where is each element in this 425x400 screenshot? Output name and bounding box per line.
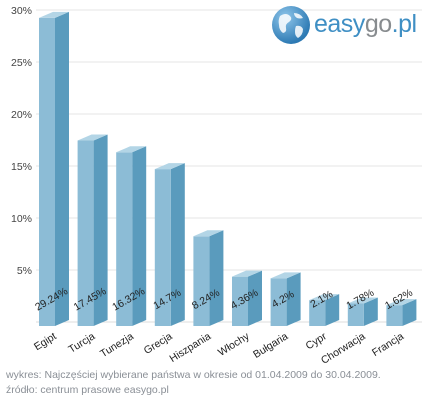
y-tick-label: 20% <box>11 109 32 121</box>
y-tick-label: 30% <box>11 5 32 17</box>
bar-side <box>402 299 417 326</box>
y-tick-label: 15% <box>11 161 32 173</box>
logo-text-easy: easy <box>314 10 365 38</box>
bar-top <box>193 230 224 237</box>
bar[interactable] <box>39 17 55 327</box>
category-label: Włochy <box>216 330 252 359</box>
bar[interactable] <box>232 276 248 326</box>
y-tick-label: 25% <box>11 57 32 69</box>
bar-top <box>154 163 185 170</box>
logo-text-go: go <box>364 10 392 38</box>
bar[interactable] <box>270 278 287 326</box>
bar-side <box>170 163 185 326</box>
bar-side <box>248 270 262 326</box>
footer-source: źródło: centrum prasowe easygo.pl <box>6 384 169 396</box>
y-tick-label: 10% <box>11 213 32 225</box>
category-label: Egipt <box>32 330 59 353</box>
bar-chart: 30%25%20%15%10%5%29.24%Egipt17.45%Turcja… <box>11 5 422 367</box>
bar[interactable] <box>386 305 403 326</box>
bar[interactable] <box>77 140 94 326</box>
bar-side <box>363 297 378 326</box>
category-label: Hiszpania <box>168 330 214 365</box>
category-label: Bułgaria <box>251 330 290 361</box>
bar-top <box>77 134 108 141</box>
category-label: Cypr <box>304 330 330 352</box>
logo-text-tld: .pl <box>391 10 417 38</box>
logo-wordmark: easygo.pl <box>314 10 417 39</box>
bar[interactable] <box>154 169 171 326</box>
bar[interactable] <box>193 236 210 326</box>
category-label: Chorwacja <box>319 330 368 365</box>
bar-top <box>39 11 69 18</box>
globe-icon <box>272 6 310 44</box>
bar-top <box>116 146 147 153</box>
bar[interactable] <box>116 152 133 326</box>
category-label: Tunezja <box>98 330 136 360</box>
easygo-logo[interactable]: easygo.pl <box>270 4 420 48</box>
bar-side <box>55 11 69 327</box>
bar-side <box>286 272 301 326</box>
bar-top <box>270 272 301 279</box>
category-label: Turcja <box>66 330 97 356</box>
chart-footer: wykres: Najczęściej wybierane państwa w … <box>6 368 381 398</box>
bar-side <box>209 230 224 326</box>
bar-top <box>347 297 378 304</box>
bar-side <box>132 146 147 326</box>
bar-side <box>93 134 108 326</box>
bar-top <box>309 294 340 301</box>
y-tick-label: 5% <box>17 265 32 277</box>
footer-caption: wykres: Najczęściej wybierane państwa w … <box>6 369 381 381</box>
bar[interactable] <box>347 303 364 326</box>
bar-top <box>386 299 417 306</box>
category-label: Francja <box>370 330 406 359</box>
bar-top <box>232 270 262 277</box>
bar[interactable] <box>309 300 326 326</box>
bar-side <box>325 294 340 326</box>
